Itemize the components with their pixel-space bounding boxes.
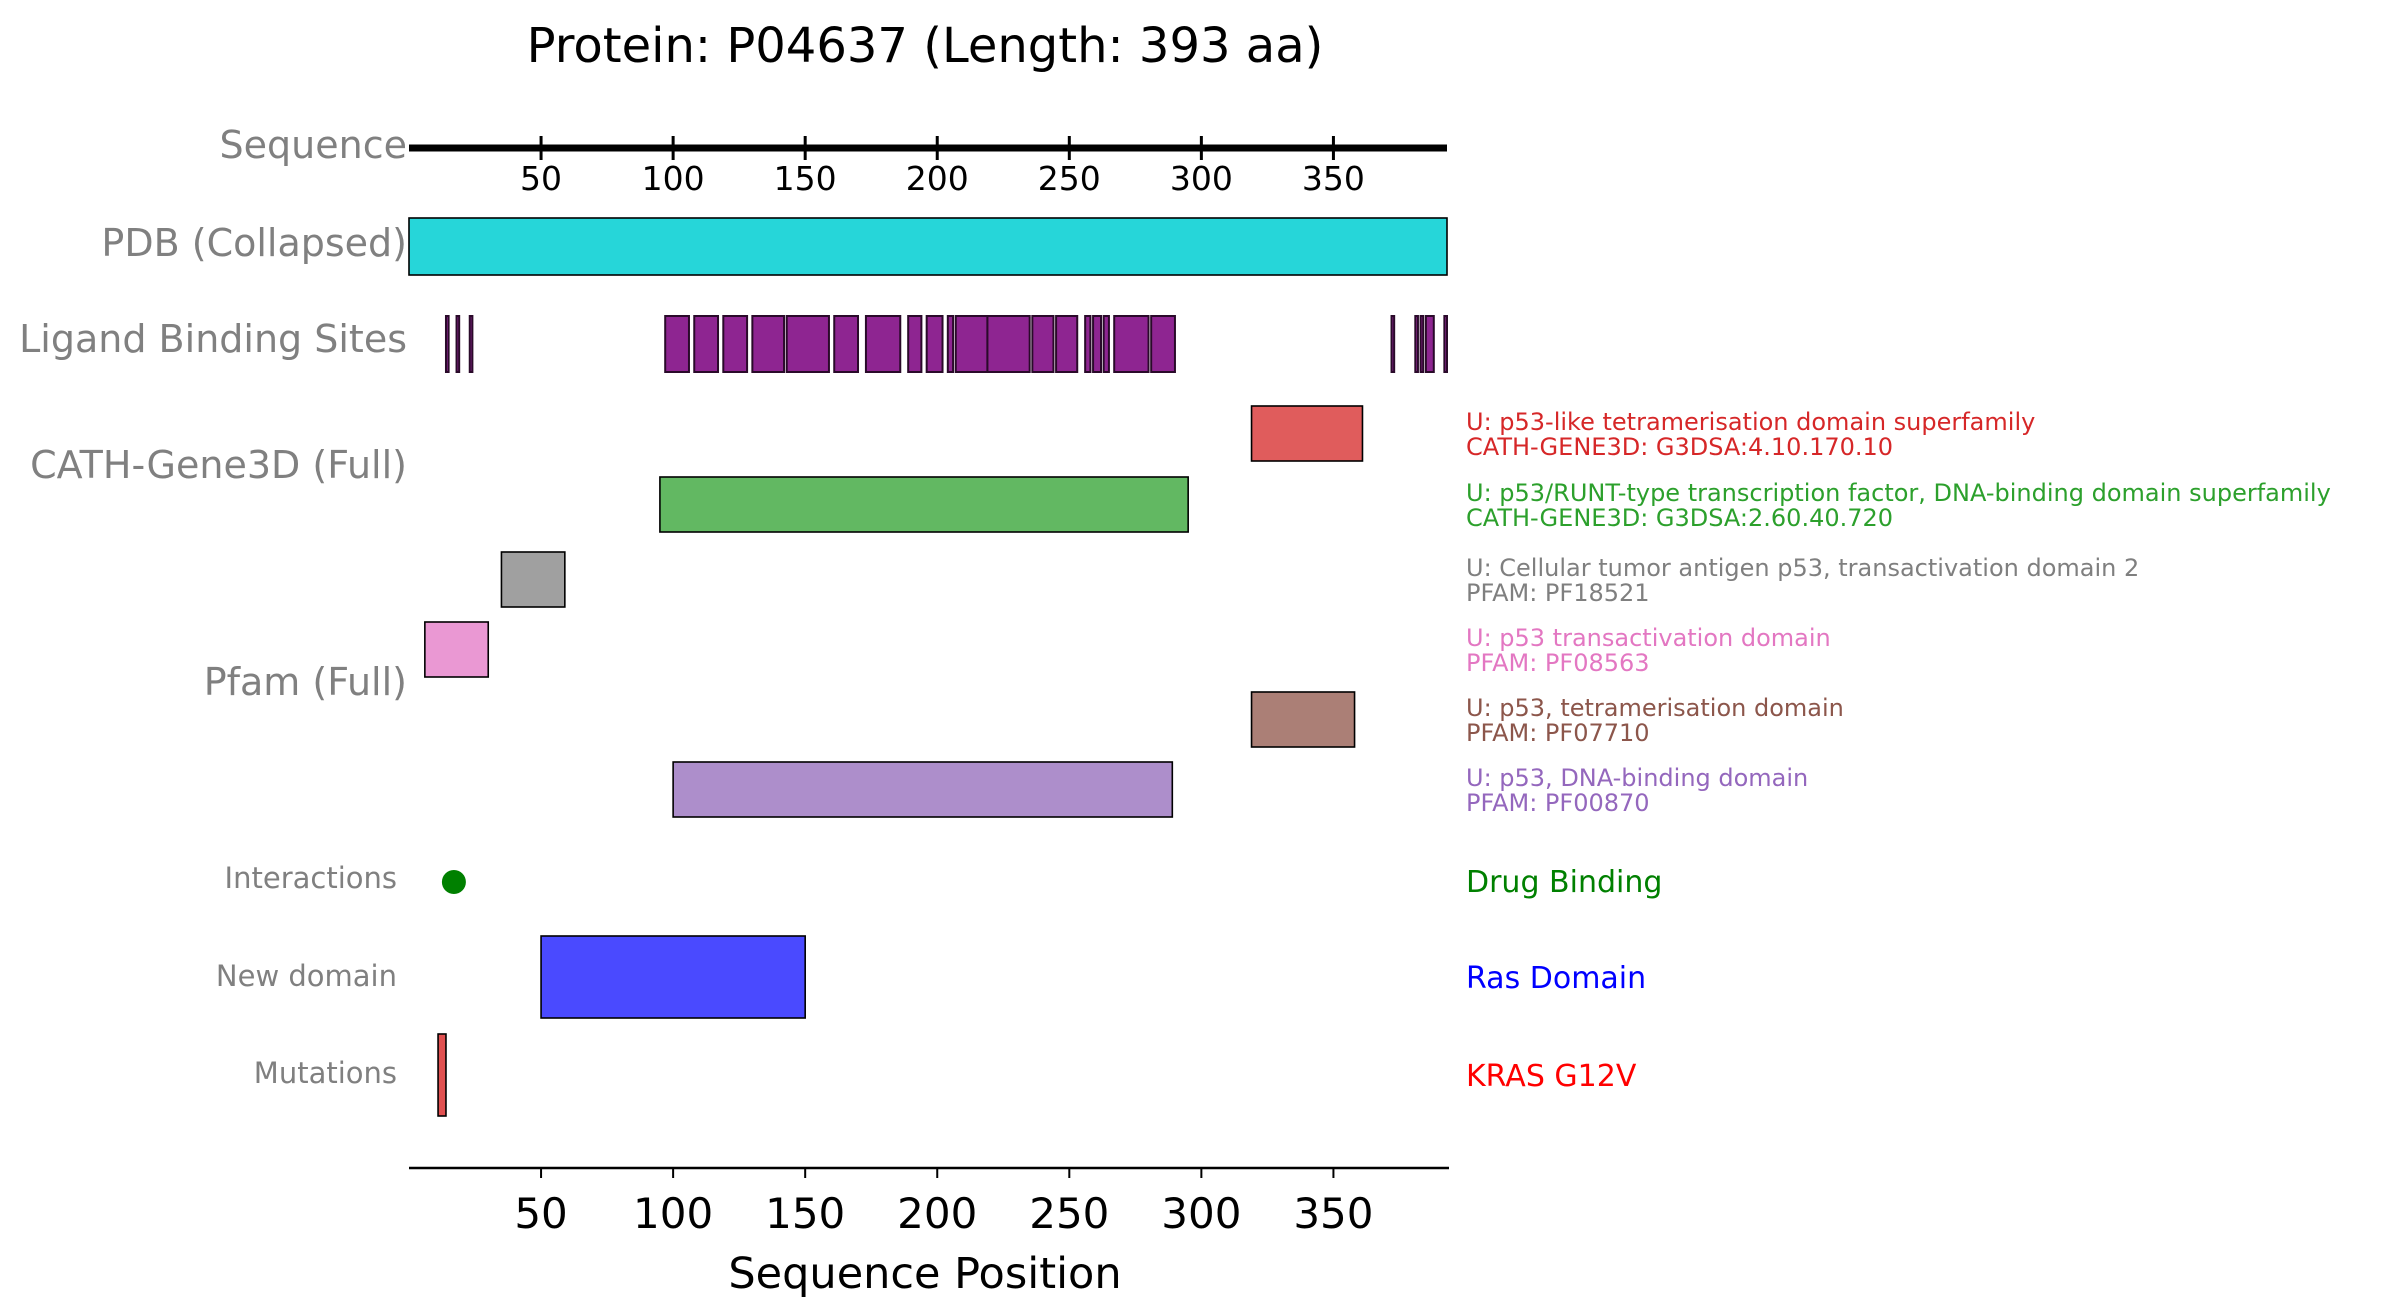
- ligand-site: [1055, 315, 1079, 373]
- ligand-site: [1414, 315, 1419, 373]
- cath-domain-bar: [1250, 405, 1364, 462]
- pfam-domain-name: U: p53, DNA-binding domain: [1466, 764, 1808, 792]
- track-label-ligand: Ligand Binding Sites: [19, 317, 407, 361]
- cath-domain-name: U: p53-like tetramerisation domain super…: [1466, 408, 2035, 436]
- newdomain-label: Ras Domain: [1466, 961, 1646, 996]
- ligand-site: [785, 315, 830, 373]
- pfam-domain-id: PFAM: PF08563: [1466, 649, 1650, 677]
- feature-annotations: U: p53-like tetramerisation domain super…: [1466, 408, 2331, 1094]
- ligand-site: [907, 315, 923, 373]
- x-tick-label: 100: [633, 1189, 713, 1238]
- track-label-pfam: Pfam (Full): [204, 660, 407, 704]
- mutations-label: KRAS G12V: [1466, 1059, 1637, 1094]
- pfam-domain-bar: [672, 761, 1174, 818]
- ruler-tick-label: 150: [774, 159, 837, 198]
- x-tick-label: 200: [897, 1189, 977, 1238]
- pfam-domain-id: PFAM: PF07710: [1466, 719, 1650, 747]
- cath-domain-id: CATH-GENE3D: G3DSA:2.60.40.720: [1466, 504, 1893, 532]
- sequence-ruler: 50 100 150 200 250 300 350: [409, 136, 1447, 198]
- x-axis-label: Sequence Position: [728, 1249, 1121, 1299]
- ligand-site: [1113, 315, 1150, 373]
- x-tick-label: 250: [1029, 1189, 1109, 1238]
- ligand-site: [1092, 315, 1102, 373]
- ligand-site: [1031, 315, 1055, 373]
- track-label-sequence: Sequence: [220, 123, 407, 167]
- cath-domain-name: U: p53/RUNT-type transcription factor, D…: [1466, 479, 2331, 507]
- x-tick-label: 300: [1161, 1189, 1241, 1238]
- track-label-mutations: Mutations: [254, 1056, 397, 1090]
- ligand-site: [1150, 315, 1176, 373]
- cath-domain-id: CATH-GENE3D: G3DSA:4.10.170.10: [1466, 433, 1893, 461]
- interaction-point: [441, 870, 466, 894]
- ligand-site: [468, 315, 474, 373]
- pfam-domain-bar: [500, 551, 566, 608]
- track-label-interactions: Interactions: [225, 861, 397, 895]
- x-tick-label: 150: [765, 1189, 845, 1238]
- mutations-bar: [437, 1033, 447, 1117]
- ligand-site: [693, 315, 720, 373]
- ruler-tick-label: 200: [906, 159, 969, 198]
- ligand-site: [833, 315, 860, 373]
- ligand-site: [455, 315, 461, 373]
- ligand-site: [664, 315, 690, 373]
- x-axis: 50 100 150 200 250 300 350: [409, 1166, 1449, 1238]
- pfam-domain-name: U: p53, tetramerisation domain: [1466, 694, 1844, 722]
- ruler-tick-label: 250: [1038, 159, 1101, 198]
- ligand-site: [954, 315, 989, 373]
- pfam-domain-name: U: Cellular tumor antigen p53, transacti…: [1466, 554, 2139, 582]
- ligand-site: [986, 315, 1031, 373]
- ruler-tick-label: 50: [520, 159, 562, 198]
- pfam-domain-id: PFAM: PF00870: [1466, 789, 1650, 817]
- pdb-bar: [408, 217, 1448, 276]
- track-label-newdomain: New domain: [216, 959, 397, 993]
- ligand-site: [1390, 315, 1396, 373]
- ruler-tick-label: 100: [642, 159, 705, 198]
- ligand-site: [925, 315, 944, 373]
- ligand-site: [751, 315, 786, 373]
- ligand-site: [1424, 315, 1435, 373]
- track-label-cath: CATH-Gene3D (Full): [30, 443, 407, 487]
- ligand-site: [864, 315, 902, 373]
- newdomain-bar: [540, 935, 806, 1019]
- pfam-domain-name: U: p53 transactivation domain: [1466, 624, 1831, 652]
- ligand-site: [1102, 315, 1110, 373]
- cath-domain-bar: [659, 476, 1189, 533]
- interaction-label: Drug Binding: [1466, 865, 1662, 900]
- ruler-tick-label: 350: [1302, 159, 1365, 198]
- chart-title: Protein: P04637 (Length: 393 aa): [527, 18, 1324, 74]
- pfam-domain-bar: [424, 621, 490, 678]
- x-tick-label: 350: [1293, 1189, 1373, 1238]
- ligand-site: [1443, 315, 1448, 373]
- feature-tracks: [408, 217, 1448, 1117]
- ligand-site: [946, 315, 955, 373]
- ligand-site: [1419, 315, 1425, 373]
- ligand-site: [1084, 315, 1092, 373]
- ligand-site: [444, 315, 450, 373]
- pfam-domain-bar: [1250, 691, 1356, 748]
- x-tick-label: 50: [514, 1189, 567, 1238]
- ligand-site: [722, 315, 749, 373]
- pfam-domain-id: PFAM: PF18521: [1466, 579, 1650, 607]
- ruler-tick-label: 300: [1170, 159, 1233, 198]
- track-label-pdb: PDB (Collapsed): [101, 221, 407, 265]
- track-labels: Sequence PDB (Collapsed) Ligand Binding Si…: [19, 123, 407, 1090]
